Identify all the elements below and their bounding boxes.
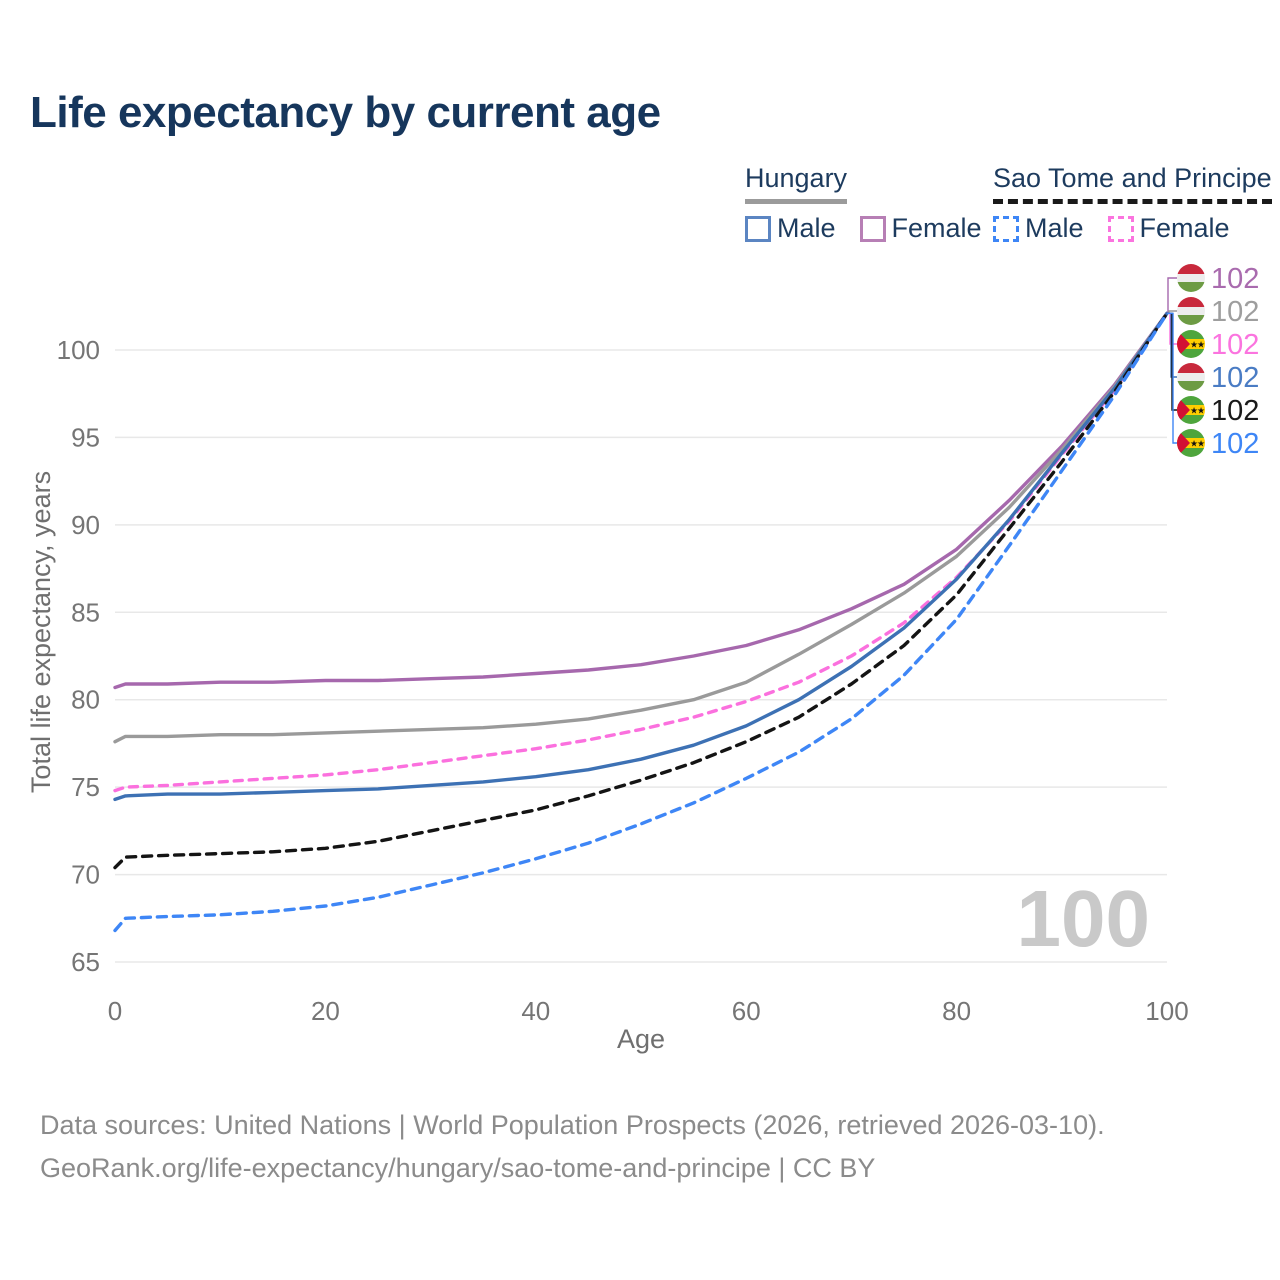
y-tick-label: 100	[57, 335, 100, 365]
chart-title: Life expectancy by current age	[30, 88, 661, 137]
legend-item-hungary-female[interactable]: Female	[859, 213, 982, 244]
footer-data-sources: Data sources: United Nations | World Pop…	[40, 1110, 1105, 1140]
x-tick-label: 0	[108, 996, 122, 1026]
end-label-value-hungary-all: 102	[1211, 296, 1259, 328]
svg-text:★: ★	[1190, 439, 1198, 449]
flag-st-icon: ★★	[1177, 396, 1205, 424]
flag-hu-icon	[1177, 297, 1205, 325]
end-label-value-sao-tome-and-principe-all: 102	[1211, 395, 1259, 427]
y-tick-label: 90	[71, 510, 100, 540]
svg-text:★: ★	[1197, 340, 1205, 350]
sao-tome-female-swatch-icon	[1107, 215, 1134, 242]
leader-line-hungary-female	[1167, 277, 1177, 314]
line-hungary-all	[113, 311, 1169, 744]
end-label-value-sao-tome-and-principe-male: 102	[1211, 428, 1259, 460]
age-counter-watermark: 100	[1017, 874, 1150, 963]
flag-hu-icon	[1177, 363, 1205, 391]
x-tick-label: 40	[521, 996, 550, 1026]
y-tick-label: 65	[71, 947, 100, 977]
y-axis-title: Total life expectancy, years	[26, 471, 56, 793]
legend-country-sao-tome[interactable]: Sao Tome and Principe	[993, 163, 1272, 204]
footer-attribution: GeoRank.org/life-expectancy/hungary/sao-…	[40, 1153, 876, 1183]
legend-label-hungary-female: Female	[891, 213, 982, 243]
y-tick-label: 75	[71, 772, 100, 802]
hungary-female-swatch-icon	[859, 215, 886, 242]
y-tick-label: 85	[71, 597, 100, 627]
flag-st-icon: ★★	[1177, 429, 1205, 457]
legend-row-hungary: Male Female	[745, 213, 982, 244]
flag-st-icon: ★★	[1177, 330, 1205, 358]
footer: Data sources: United Nations | World Pop…	[40, 1104, 1105, 1190]
legend-label-sao-tome-female: Female	[1139, 213, 1230, 243]
legend-row-sao-tome: Male Female	[993, 213, 1272, 244]
end-label-value-sao-tome-and-principe-female: 102	[1211, 329, 1259, 361]
end-label-value-hungary-male: 102	[1211, 362, 1259, 394]
legend-group-hungary: Hungary Male Female	[745, 163, 982, 244]
x-tick-label: 60	[732, 996, 761, 1026]
svg-text:★: ★	[1190, 406, 1198, 416]
svg-text:★: ★	[1190, 340, 1198, 350]
line-hungary-male	[113, 311, 1169, 802]
legend-group-sao-tome: Sao Tome and Principe Male Female	[993, 163, 1272, 244]
flag-hu-icon	[1177, 264, 1205, 292]
x-tick-label: 80	[942, 996, 971, 1026]
hungary-male-swatch-icon	[745, 215, 771, 242]
x-axis-title: Age	[617, 1024, 665, 1054]
line-hungary-female	[113, 311, 1169, 690]
y-tick-label: 95	[71, 422, 100, 452]
leader-line-sao-tome-and-principe-male	[1167, 312, 1177, 444]
legend-item-sao-tome-female[interactable]: Female	[1107, 213, 1230, 244]
line-sao-tome-and-principe-male	[113, 311, 1169, 933]
x-tick-label: 100	[1145, 996, 1188, 1026]
series-lines-group	[113, 311, 1169, 933]
line-sao-tome-and-principe-female	[113, 311, 1169, 793]
y-tick-label: 80	[71, 685, 100, 715]
legend-item-sao-tome-male[interactable]: Male	[993, 213, 1084, 244]
legend-country-hungary[interactable]: Hungary	[745, 163, 848, 204]
leader-line-sao-tome-and-principe-all	[1167, 312, 1177, 411]
legend-item-hungary-male[interactable]: Male	[745, 213, 836, 244]
legend-label-sao-tome-male: Male	[1025, 213, 1084, 243]
line-sao-tome-and-principe-all	[113, 311, 1169, 870]
y-tick-label: 70	[71, 860, 100, 890]
svg-text:★: ★	[1197, 439, 1205, 449]
sao-tome-male-swatch-icon	[993, 215, 1019, 242]
x-tick-label: 20	[311, 996, 340, 1026]
end-label-value-hungary-female: 102	[1211, 263, 1259, 295]
legend-label-hungary-male: Male	[777, 213, 836, 243]
svg-text:★: ★	[1197, 406, 1205, 416]
